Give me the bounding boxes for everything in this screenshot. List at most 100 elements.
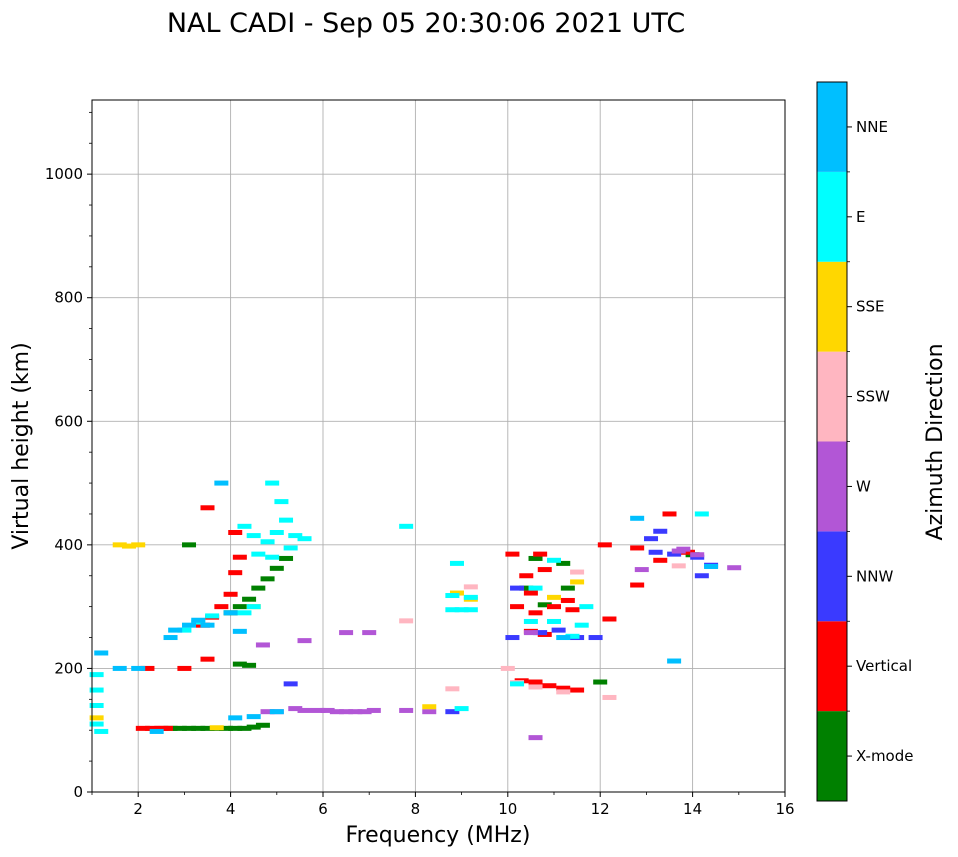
data-point-vertical: [560, 597, 575, 603]
data-point-e: [445, 593, 460, 599]
x-tick-label: 8: [411, 800, 421, 818]
data-point-nne: [149, 728, 164, 734]
data-point-e: [528, 585, 543, 591]
data-point-e: [279, 517, 294, 523]
data-point-e: [251, 551, 266, 557]
data-point-w: [339, 709, 354, 715]
colorbar-frame: [816, 81, 848, 802]
data-point-vertical: [662, 511, 677, 517]
data-point-sse: [121, 543, 136, 549]
data-point-nnw: [445, 709, 460, 715]
data-point-ssw: [528, 684, 543, 690]
data-point-vertical: [510, 604, 525, 610]
data-point-x-mode: [246, 724, 261, 730]
data-point-x-mode: [556, 560, 571, 566]
data-point-e: [579, 604, 594, 610]
data-point-ssw: [399, 618, 414, 624]
data-point-nne: [228, 715, 243, 721]
data-point-e: [89, 703, 104, 708]
data-point-nne: [191, 617, 206, 623]
plot-area: [92, 100, 785, 792]
data-point-ssw: [556, 689, 571, 695]
data-point-e: [177, 627, 192, 633]
data-point-nnw: [694, 573, 709, 579]
data-point-sse: [570, 579, 585, 585]
data-point-e: [269, 530, 284, 535]
data-point-w: [422, 709, 437, 715]
data-point-vertical: [232, 554, 247, 560]
data-point-vertical: [135, 725, 150, 731]
data-point-vertical: [223, 591, 238, 597]
data-point-x-mode: [172, 725, 187, 731]
y-tick-label: 0: [73, 783, 83, 801]
data-point-e: [89, 721, 104, 727]
data-point-e: [297, 536, 312, 542]
data-point-e: [574, 622, 589, 628]
data-point-e: [288, 533, 303, 539]
data-point-ssw: [602, 694, 617, 700]
data-point-w: [255, 642, 270, 648]
colorbar-label-ssw: SSW: [856, 388, 890, 406]
data-point-vertical: [602, 616, 617, 622]
data-point-w: [348, 709, 363, 715]
data-point-nne: [704, 563, 719, 569]
data-point-e: [205, 613, 220, 619]
data-point-w: [288, 706, 303, 712]
data-point-vertical: [630, 582, 645, 588]
colorbar-swatch-vertical: [817, 621, 847, 712]
data-point-sse: [89, 715, 104, 721]
data-point-w: [297, 707, 312, 713]
data-point-sse: [131, 542, 146, 548]
colorbar-label-w: W: [856, 477, 871, 495]
data-point-w: [362, 630, 377, 636]
colorbar-label-x-mode: X-mode: [856, 747, 913, 765]
data-point-e: [565, 633, 580, 639]
data-point-e: [94, 728, 109, 734]
data-point-nnw: [533, 630, 548, 636]
colorbar-label-vertical: Vertical: [856, 657, 912, 675]
data-point-x-mode: [537, 602, 552, 608]
colorbar-swatch-e: [817, 171, 847, 262]
data-point-vertical: [519, 573, 534, 579]
data-point-e: [260, 539, 275, 545]
data-point-nnw: [648, 549, 663, 555]
data-point-nne: [200, 622, 215, 628]
data-point-nnw: [505, 635, 520, 641]
colorbar-swatch-sse: [817, 261, 847, 352]
y-tick-label: 800: [54, 289, 83, 307]
data-point-vertical: [537, 567, 552, 573]
data-point-w: [357, 709, 372, 715]
data-point-x-mode: [528, 555, 543, 561]
data-point-sse: [422, 704, 437, 710]
data-point-x-mode: [191, 725, 206, 731]
y-axis-label: Virtual height (km): [9, 342, 34, 549]
data-point-e: [89, 687, 104, 693]
x-tick-label: 2: [133, 800, 143, 818]
data-point-e: [454, 706, 469, 712]
plot-frame: [91, 99, 786, 793]
data-point-vertical: [228, 530, 243, 535]
x-tick-label: 14: [683, 800, 702, 818]
y-tick-label: 600: [54, 412, 83, 430]
data-point-e: [445, 607, 460, 613]
data-point-sse: [547, 594, 561, 600]
data-point-ssw: [671, 563, 686, 569]
data-point-x-mode: [560, 585, 575, 591]
colorbar-swatch-ssw: [817, 351, 847, 442]
data-point-w: [339, 630, 354, 636]
data-point-ssw: [463, 584, 478, 590]
data-point-nne: [246, 714, 261, 720]
data-point-nnw: [551, 627, 566, 633]
data-point-e: [237, 523, 252, 529]
data-point-vertical: [228, 570, 243, 576]
data-point-w: [671, 548, 686, 554]
data-point-nnw: [667, 551, 682, 557]
data-point-vertical: [200, 656, 215, 662]
data-point-x-mode: [232, 604, 247, 610]
data-point-x-mode: [182, 725, 197, 731]
data-point-nne: [667, 658, 682, 664]
data-point-w: [399, 707, 414, 713]
data-point-x-mode: [228, 725, 243, 731]
data-point-vertical: [570, 687, 585, 693]
data-point-e: [523, 618, 538, 624]
